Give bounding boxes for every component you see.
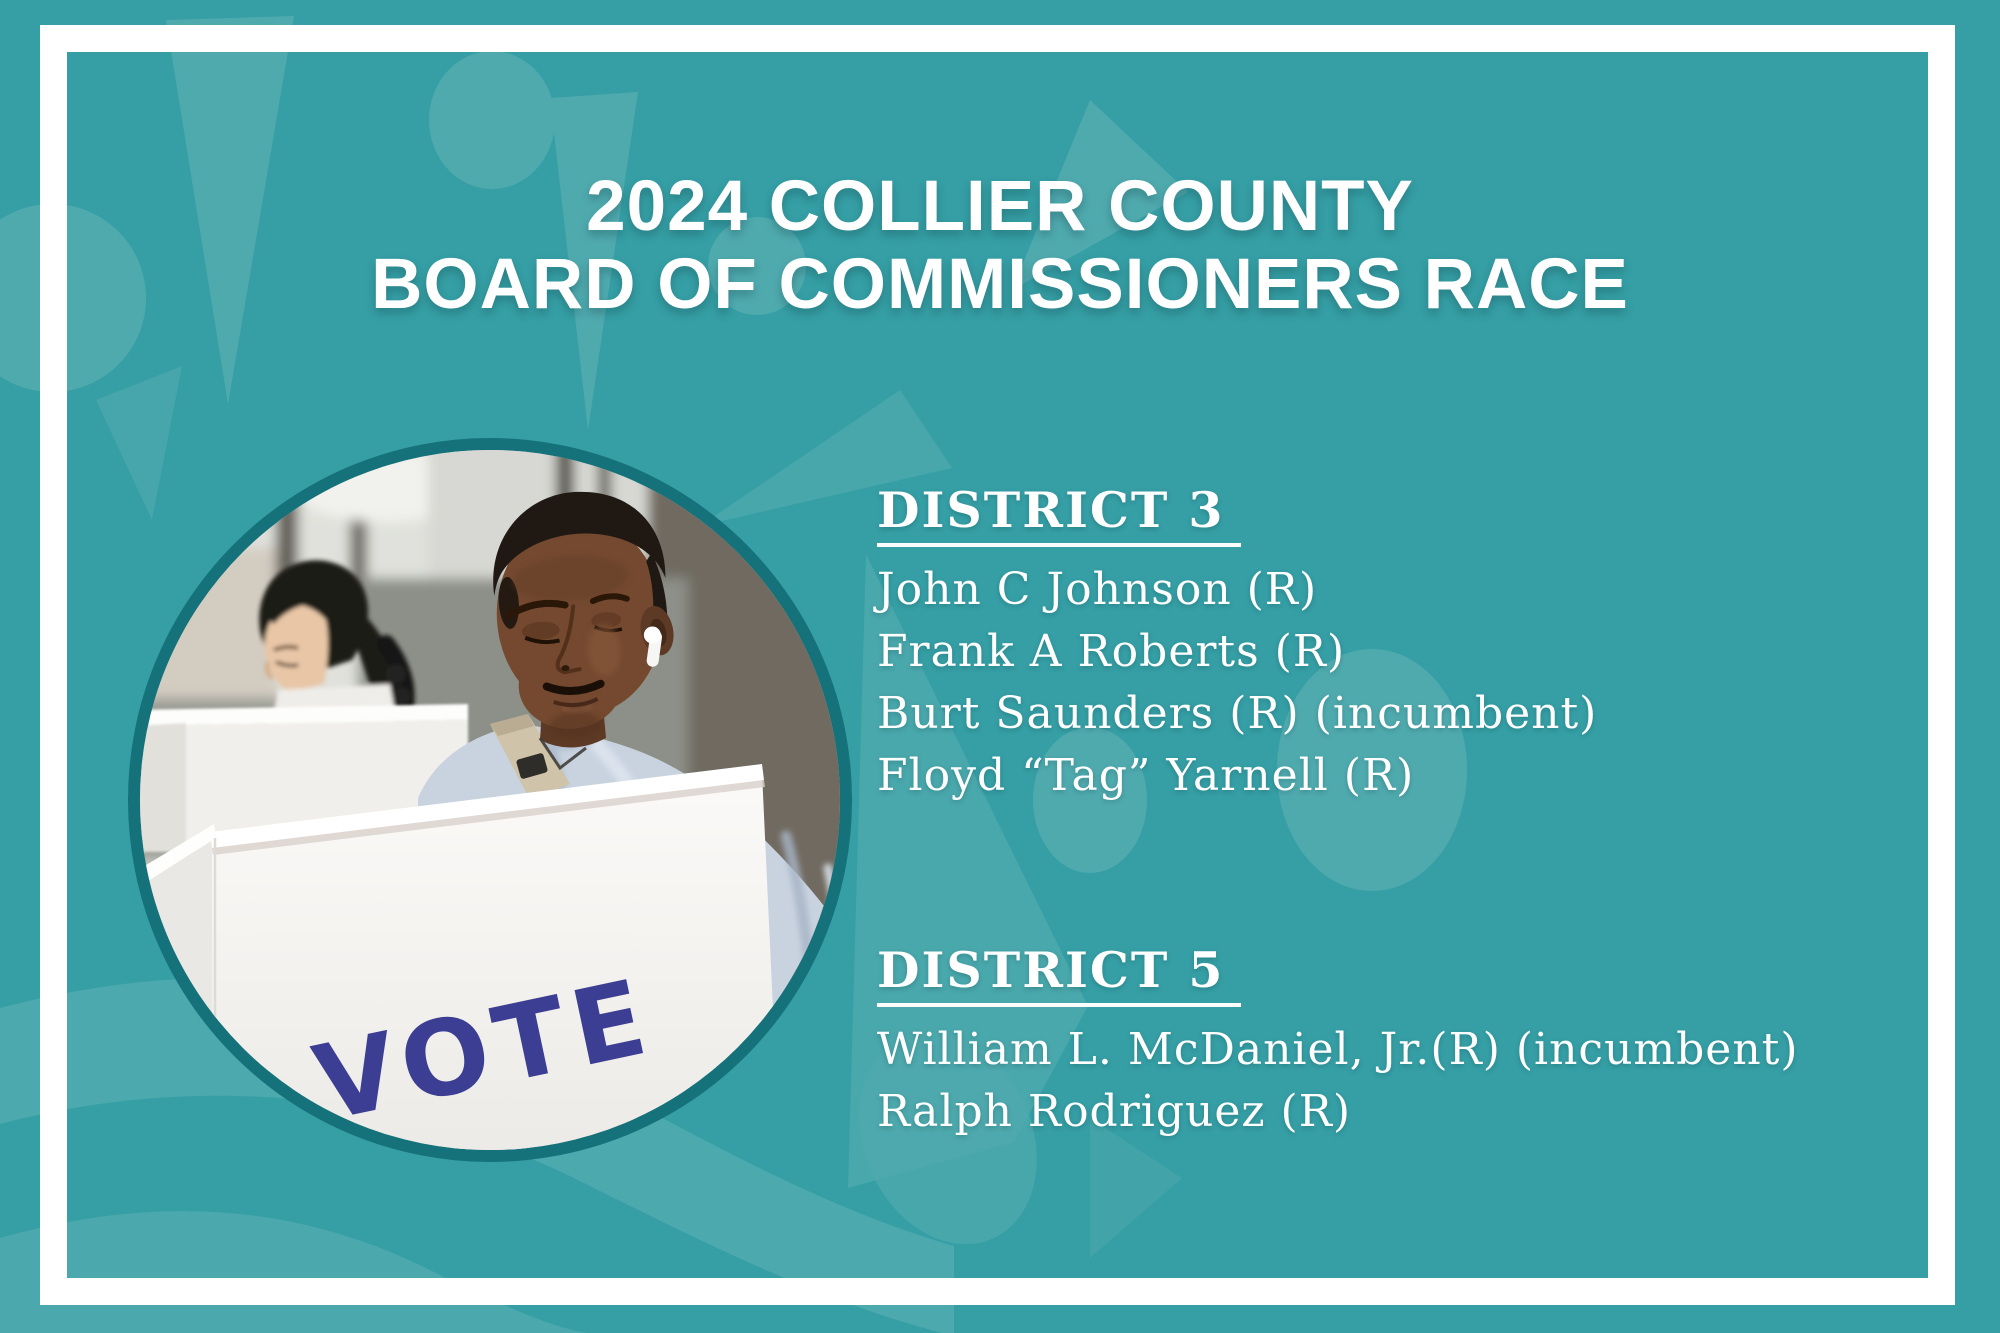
title-line-1: 2024 COLLIER COUNTY bbox=[586, 167, 1414, 246]
photo-front-booth: VOTE bbox=[140, 764, 780, 1150]
candidate-name: William L. McDaniel, Jr.(R) (incumbent) bbox=[877, 1024, 1799, 1075]
district-5-section: DISTRICT 5 William L. McDaniel, Jr.(R) (… bbox=[877, 946, 1799, 1143]
district-3-candidate-list: John C Johnson (R) Frank A Roberts (R) B… bbox=[877, 559, 1597, 807]
mustache bbox=[542, 679, 605, 695]
district-3-section: DISTRICT 3 John C Johnson (R) Frank A Ro… bbox=[877, 486, 1597, 807]
district-5-candidate-list: William L. McDaniel, Jr.(R) (incumbent) … bbox=[877, 1019, 1799, 1143]
district-5-heading: DISTRICT 5 bbox=[877, 946, 1241, 1007]
photo-circle: VOTE bbox=[128, 438, 852, 1162]
man-head bbox=[493, 491, 674, 738]
candidate-name: Burt Saunders (R) (incumbent) bbox=[877, 688, 1598, 739]
candidate-name: Frank A Roberts (R) bbox=[877, 626, 1346, 677]
photo-woman-figure bbox=[259, 560, 415, 732]
title-line-2: BOARD OF COMMISSIONERS RACE bbox=[371, 245, 1629, 324]
earbud-icon bbox=[643, 626, 663, 667]
voting-photo: VOTE bbox=[128, 438, 852, 1162]
candidate-name: Floyd “Tag” Yarnell (R) bbox=[877, 750, 1415, 801]
candidate-name: John C Johnson (R) bbox=[877, 564, 1318, 615]
necklace bbox=[538, 737, 587, 771]
district-3-heading: DISTRICT 3 bbox=[877, 486, 1241, 547]
title-block: 2024 COLLIER COUNTY BOARD OF COMMISSIONE… bbox=[0, 168, 2000, 324]
candidate-name: Ralph Rodriguez (R) bbox=[877, 1086, 1351, 1137]
